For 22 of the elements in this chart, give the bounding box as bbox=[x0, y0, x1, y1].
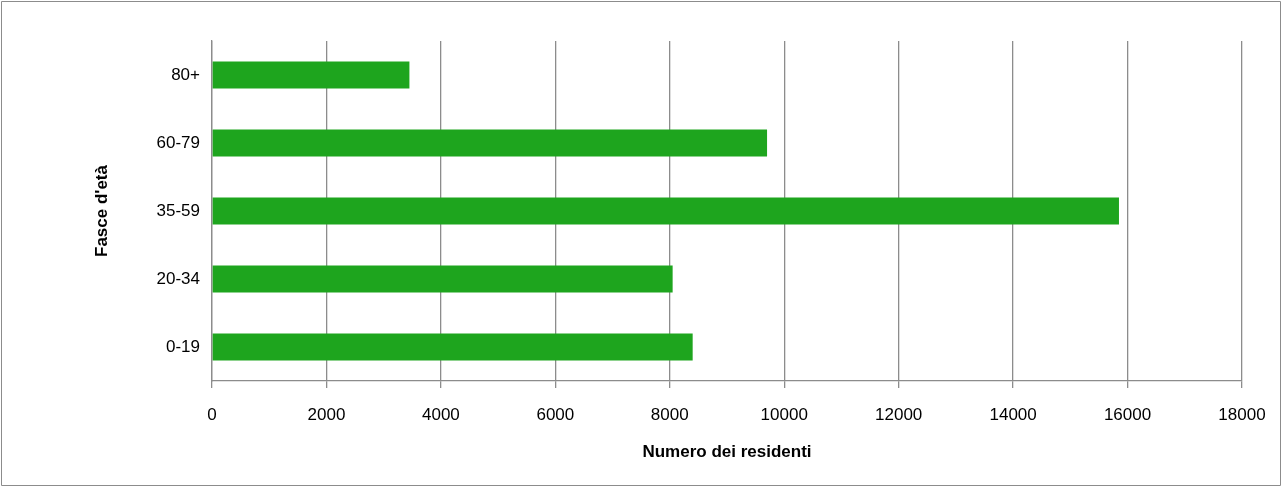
x-tick-label: 4000 bbox=[421, 404, 460, 424]
y-tick-label: 60-79 bbox=[156, 132, 200, 152]
bar bbox=[212, 197, 1119, 225]
bar bbox=[212, 333, 693, 361]
x-axis-title: Numero dei residenti bbox=[642, 442, 812, 462]
x-tick-label: 0 bbox=[207, 404, 217, 424]
y-tick-label: 80+ bbox=[171, 64, 201, 84]
x-tick-label: 2000 bbox=[307, 404, 346, 424]
x-tick-label: 14000 bbox=[989, 404, 1037, 424]
y-tick-label: 0-19 bbox=[165, 336, 200, 356]
y-axis-title: Fasce d'età bbox=[91, 164, 111, 257]
bar bbox=[212, 129, 768, 157]
x-tick-label: 16000 bbox=[1103, 404, 1152, 424]
y-tick-label: 20-34 bbox=[156, 268, 200, 288]
x-tick-label: 12000 bbox=[875, 404, 923, 424]
bar bbox=[212, 265, 673, 293]
x-tick-label: 18000 bbox=[1218, 404, 1266, 424]
x-tick-label: 8000 bbox=[650, 404, 689, 424]
bar bbox=[212, 61, 410, 89]
x-tick-label: 10000 bbox=[760, 404, 808, 424]
x-tick-label: 6000 bbox=[536, 404, 575, 424]
y-tick-label: 35-59 bbox=[156, 200, 200, 220]
